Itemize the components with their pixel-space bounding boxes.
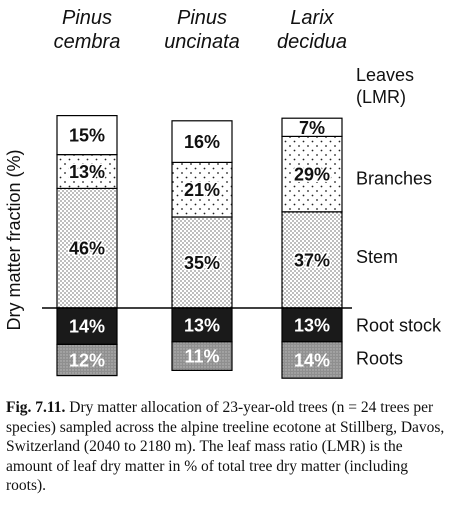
value-label-pinus-cembra-branches: 13%	[69, 162, 105, 182]
legend-label-leaves-lmr: Leaves (LMR)	[356, 65, 414, 107]
bar-pinus-cembra-branches	[56, 154, 118, 190]
value-label-pinus-uncinata-root-stock: 13%	[184, 315, 220, 335]
bar-larix-decidua-roots	[281, 341, 343, 379]
bar-pinus-uncinata-roots	[171, 341, 233, 371]
stacked-bar-chart: Pinus cembra 46% 13% 15% 14% 12% Pinus uncinata 3…	[4, 7, 442, 379]
bar-pinus-uncinata-stem	[171, 216, 233, 309]
legend-label-branches: Branches	[356, 168, 432, 188]
value-label-pinus-uncinata-roots: 11%	[184, 347, 219, 367]
species-label-pinus-uncinata: Pinus uncinata	[164, 7, 240, 53]
value-label-pinus-cembra-root-stock: 14%	[69, 317, 105, 337]
value-label-larix-decidua-branches: 29%	[294, 165, 330, 185]
value-label-larix-decidua-leaves-lmr: 7%	[299, 118, 325, 138]
bar-larix-decidua-leaves-lmr	[281, 117, 343, 137]
value-label-pinus-uncinata-stem: 35%	[184, 253, 220, 273]
legend-label-roots: Roots	[356, 349, 403, 369]
figure-caption: Fig. 7.11. Dry matter allocation of 23-y…	[6, 398, 450, 496]
value-label-larix-decidua-roots: 14%	[294, 351, 330, 371]
bar-larix-decidua-branches	[281, 135, 343, 213]
bar-pinus-cembra-stem	[56, 187, 118, 309]
value-label-pinus-uncinata-leaves-lmr: 16%	[184, 132, 220, 152]
caption-label: Fig. 7.11.	[6, 399, 66, 416]
bar-pinus-uncinata-leaves-lmr	[171, 120, 233, 164]
value-label-pinus-uncinata-branches: 21%	[184, 180, 220, 200]
bar-pinus-uncinata-branches	[171, 161, 233, 218]
bar-larix-decidua-root-stock	[281, 307, 343, 343]
species-label-larix-decidua: Larix decidua	[277, 7, 347, 53]
caption-text: Dry matter allocation of 23-year-old tre…	[6, 399, 445, 494]
bar-pinus-cembra-root-stock	[56, 307, 118, 346]
species-label-pinus-cembra: Pinus cembra	[54, 7, 121, 53]
y-axis-label: Dry matter fraction (%)	[4, 149, 24, 330]
value-label-pinus-cembra-leaves-lmr: 15%	[69, 126, 105, 146]
value-label-larix-decidua-root-stock: 13%	[294, 315, 330, 335]
bar-larix-decidua-stem	[281, 211, 343, 309]
bar-pinus-cembra-roots	[56, 343, 118, 377]
legend-label-stem: Stem	[356, 247, 398, 267]
value-label-pinus-cembra-stem: 46%	[69, 239, 105, 259]
legend-label-root-stock: Root stock	[356, 315, 442, 335]
value-label-larix-decidua-stem: 37%	[294, 250, 330, 270]
bar-pinus-cembra-leaves-lmr	[56, 114, 118, 156]
value-label-pinus-cembra-roots: 12%	[69, 351, 105, 371]
